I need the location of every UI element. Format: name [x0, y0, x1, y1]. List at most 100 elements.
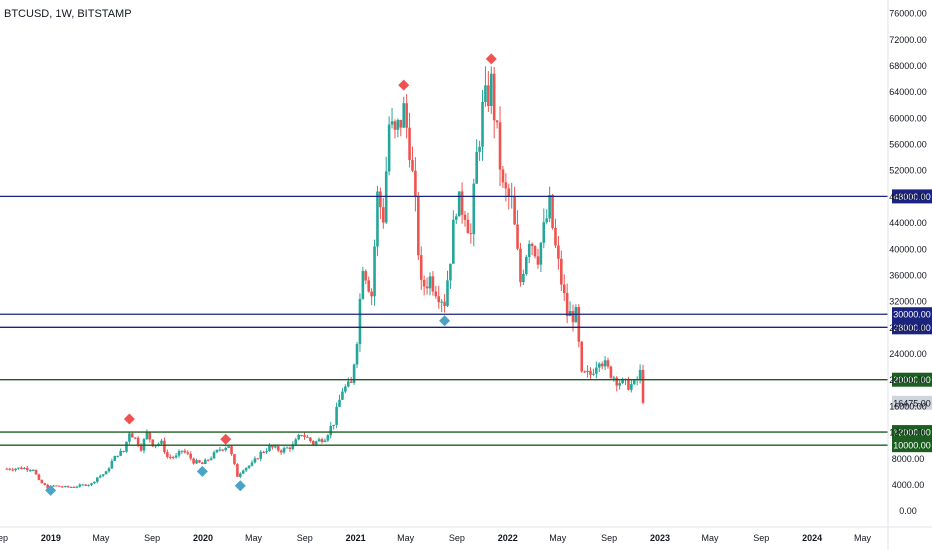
- candle-body: [606, 360, 610, 367]
- candle-body: [516, 224, 519, 249]
- candle-body: [557, 245, 560, 259]
- candle-body: [5, 468, 9, 470]
- candle-body: [457, 191, 461, 217]
- price-tick-label: 68000.00: [889, 61, 927, 71]
- candle-body: [589, 370, 592, 375]
- level-label-bg: [892, 438, 932, 453]
- candle-body: [414, 170, 417, 197]
- price-tick-label: 24000.00: [889, 349, 927, 359]
- candle-body: [522, 273, 525, 283]
- candle-body: [519, 248, 522, 283]
- candle-body: [507, 188, 511, 197]
- level-label-bg: [892, 307, 932, 322]
- candle-body: [454, 216, 458, 220]
- top-marker-diamond: [123, 413, 135, 425]
- candle-body: [595, 367, 598, 374]
- candle-body: [492, 73, 496, 121]
- candle-body: [466, 219, 470, 234]
- candle-body: [125, 441, 128, 452]
- candle-body: [285, 447, 289, 449]
- candle-body: [168, 456, 172, 458]
- candle-body: [233, 454, 236, 465]
- candle-body: [180, 450, 184, 452]
- candle-body: [17, 467, 20, 469]
- candle-body: [592, 373, 595, 375]
- candle-body: [565, 293, 569, 317]
- candle-body: [379, 191, 382, 208]
- level-label: 28000.00: [893, 323, 931, 333]
- time-tick-label: 2023: [650, 533, 670, 543]
- candle-body: [177, 451, 181, 456]
- candle-body: [90, 483, 93, 485]
- candle-body: [148, 431, 152, 440]
- time-tick-label: May: [854, 533, 872, 543]
- candle-body: [370, 291, 373, 297]
- candle-body: [396, 119, 400, 130]
- time-tick-label: Sep: [297, 533, 313, 543]
- bottom-marker-diamond: [439, 315, 451, 327]
- candle-body: [326, 435, 330, 441]
- price-tick-label: 60000.00: [889, 113, 927, 123]
- time-axis[interactable]: Sep 2019 May Sep 2020 May Sep 2021 May Sep 2022 May…: [0, 526, 932, 543]
- candle-body: [431, 276, 435, 292]
- candle-body: [128, 433, 131, 442]
- price-axis[interactable]: 76000.00 72000.00 68000.00 64000.00 60000.00…: [887, 0, 927, 550]
- candle-body: [542, 222, 546, 243]
- price-tick-label: 64000.00: [889, 87, 927, 97]
- candle-body: [387, 124, 391, 172]
- candle-body: [247, 465, 251, 468]
- candle-body: [560, 258, 563, 285]
- candle-body: [236, 464, 239, 477]
- candle-body: [227, 446, 230, 448]
- candle-body: [618, 383, 621, 386]
- candle-body: [201, 462, 204, 465]
- candle-body: [428, 276, 432, 289]
- candle-body: [527, 243, 531, 257]
- candle-body: [344, 386, 347, 392]
- candle-body: [297, 434, 300, 440]
- candle-body: [288, 447, 292, 450]
- candle-body: [43, 483, 47, 485]
- candle-body: [72, 486, 76, 488]
- candle-body: [157, 443, 160, 445]
- candle-body: [440, 301, 443, 303]
- candle-body: [96, 477, 99, 482]
- candle-body: [25, 468, 29, 471]
- candle-body: [11, 469, 14, 471]
- candle-body: [621, 378, 624, 384]
- candle-body: [460, 191, 464, 215]
- candle-body: [183, 450, 187, 453]
- candle-body: [632, 380, 636, 385]
- candle-body: [597, 363, 601, 368]
- candle-body: [212, 452, 216, 459]
- candle-body: [238, 473, 242, 477]
- candle-body: [419, 255, 423, 280]
- candle-body: [46, 484, 49, 489]
- candle-body: [253, 458, 257, 463]
- candle-body: [320, 439, 324, 443]
- price-tick-label: 8000.00: [892, 454, 925, 464]
- candle-body: [612, 377, 616, 379]
- candle-body: [452, 219, 455, 264]
- candle-body: [408, 127, 411, 160]
- markers-layer: [45, 53, 497, 496]
- candle-body: [81, 484, 85, 486]
- candle-body: [122, 450, 125, 452]
- candle-body: [580, 341, 584, 372]
- price-tick-label: 28000.00: [889, 323, 927, 333]
- candle-body: [8, 468, 12, 470]
- time-tick-label: 2020: [193, 533, 213, 543]
- price-tick-label: 72000.00: [889, 35, 927, 45]
- candle-body: [52, 485, 55, 487]
- candle-body: [250, 462, 254, 466]
- candle-body: [417, 196, 420, 256]
- candle-body: [402, 103, 406, 128]
- candle-body: [562, 284, 566, 294]
- candle-body: [14, 468, 17, 471]
- candle-body: [93, 481, 96, 484]
- candle-body: [215, 449, 219, 453]
- candle-body: [104, 471, 108, 475]
- candle-body: [291, 444, 295, 450]
